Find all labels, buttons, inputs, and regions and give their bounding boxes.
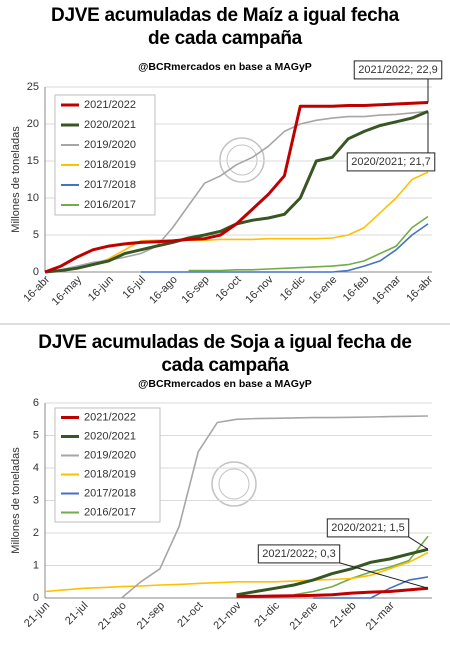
annotation-box — [346, 152, 436, 172]
x-tick-label: 16-jul — [120, 274, 148, 302]
legend-label: 2019/2020 — [84, 449, 136, 461]
series-line — [44, 101, 429, 274]
legend-label: 2017/2018 — [84, 179, 136, 191]
y-tick-label: 0 — [33, 592, 39, 604]
legend-label: 2016/2017 — [84, 199, 136, 211]
x-tick-label: 16-jun — [86, 274, 116, 304]
x-tick-label: 16-nov — [243, 273, 276, 306]
x-tick-label: 16-sep — [179, 274, 211, 306]
series-line — [236, 547, 429, 597]
annotation-box — [257, 544, 341, 564]
x-tick-label: 21-jun — [22, 600, 52, 630]
y-tick-label: 15 — [27, 155, 39, 167]
x-tick-label: 16-ago — [147, 274, 180, 307]
x-tick-label: 21-mar — [364, 599, 397, 632]
annotation: 2021/2022; 22,9 — [353, 60, 443, 103]
x-tick-label: 16-may — [50, 273, 85, 308]
y-tick-label: 6 — [33, 397, 39, 409]
annotation-leader — [339, 562, 429, 589]
y-tick-label: 10 — [27, 192, 39, 204]
x-tick-label: 16-ene — [307, 274, 340, 307]
x-tick-label: 16-feb — [341, 274, 372, 305]
legend-box — [54, 94, 156, 216]
legend-label: 2020/2021 — [84, 119, 136, 131]
watermark — [211, 137, 265, 507]
series-line — [44, 171, 429, 273]
chart-title: DJVE acumuladas de Maíz a igual fecha de… — [51, 5, 399, 49]
x-tick-label: 16-abr — [21, 273, 52, 304]
y-axis-label: Millones de toneladas — [10, 126, 22, 233]
y-tick-label: 5 — [33, 429, 39, 441]
x-tick-label: 21-feb — [328, 600, 359, 631]
y-tick-label: 4 — [33, 462, 39, 474]
annotation-text: 2021/2022; 0,3 — [262, 548, 335, 560]
series-line — [313, 576, 429, 599]
annotation-text: 2020/2021; 1,5 — [331, 522, 404, 534]
x-tick-label: 16-oct — [214, 274, 244, 304]
annotation-text: 2021/2022; 22,9 — [358, 64, 438, 76]
y-axis-label: Millones de toneladas — [10, 447, 22, 554]
series-line — [44, 551, 429, 593]
annotation-text: 2020/2021; 21,7 — [351, 156, 431, 168]
x-tick-label: 16-abr — [404, 273, 435, 304]
y-tick-label: 1 — [33, 559, 39, 571]
y-tick-label: 20 — [27, 118, 39, 130]
chart-title: DJVE acumuladas de Soja a igual fecha de… — [38, 332, 412, 376]
annotation-box — [326, 518, 410, 538]
series-line — [293, 535, 429, 596]
x-tick-label: 21-ene — [288, 600, 321, 633]
y-tick-label: 0 — [33, 266, 39, 278]
y-tick-label: 3 — [33, 494, 39, 506]
legend-label: 2019/2020 — [84, 139, 136, 151]
chart-subtitle: @BCRmercados en base a MAGyP — [138, 378, 312, 390]
chart-subtitle: @BCRmercados en base a MAGyP — [138, 61, 312, 73]
series-line — [236, 586, 429, 598]
annotation: 2020/2021; 1,5 — [326, 518, 429, 550]
legend-label: 2018/2019 — [84, 468, 136, 480]
y-tick-label: 2 — [33, 527, 39, 539]
x-tick-label: 21-jul — [63, 600, 91, 628]
series-line — [140, 223, 429, 273]
series-line — [188, 215, 429, 272]
x-tick-label: 21-ago — [96, 600, 129, 633]
annotation-leader — [408, 536, 429, 550]
legend-box — [54, 407, 161, 523]
x-tick-label: 21-dic — [252, 599, 282, 629]
legend-label: 2020/2021 — [84, 430, 136, 442]
legend-label: 2018/2019 — [84, 159, 136, 171]
legend-label: 2021/2022 — [84, 411, 136, 423]
legend-label: 2021/2022 — [84, 99, 136, 111]
legend-label: 2016/2017 — [84, 506, 136, 518]
annotation-box — [353, 60, 443, 80]
y-tick-label: 5 — [33, 229, 39, 241]
annotation: 2020/2021; 21,7 — [346, 111, 436, 172]
series-line — [121, 415, 429, 599]
x-tick-label: 16-mar — [370, 273, 403, 306]
y-tick-label: 25 — [27, 81, 39, 93]
x-tick-label: 21-oct — [175, 600, 205, 630]
x-tick-label: 21-sep — [135, 600, 167, 632]
x-tick-label: 21-nov — [211, 599, 244, 632]
legend-label: 2017/2018 — [84, 487, 136, 499]
annotation: 2021/2022; 0,3 — [257, 544, 429, 589]
x-tick-label: 16-dic — [278, 273, 308, 303]
